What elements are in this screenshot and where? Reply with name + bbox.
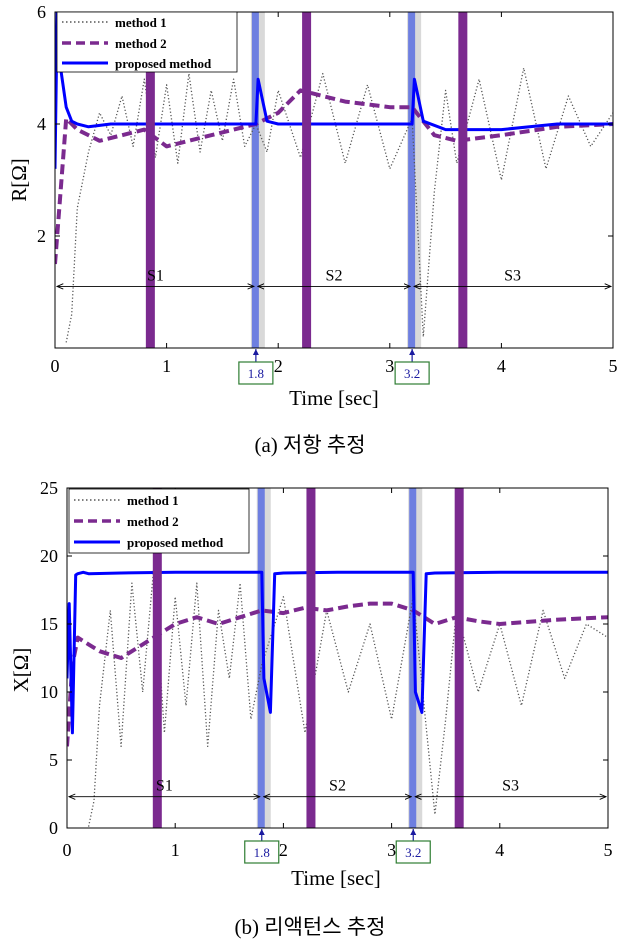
method-2-spike <box>152 488 162 828</box>
legend-method-1: method 1 <box>127 493 179 508</box>
method-2-spike <box>306 488 316 828</box>
x-tick-label: 0 <box>51 356 60 376</box>
x-tick-label: 4 <box>495 840 504 860</box>
legend-method-1: method 1 <box>115 15 167 30</box>
x-tick-label: 1 <box>171 840 180 860</box>
segment-label-s3: S3 <box>502 778 519 795</box>
y-tick-label: 25 <box>40 478 58 498</box>
marker-arrowhead <box>258 829 265 835</box>
series-line-proposed-method <box>67 570 608 735</box>
series-line-proposed-method <box>55 12 613 169</box>
x-tick-label: 2 <box>274 356 283 376</box>
marker-arrowhead <box>410 829 417 835</box>
x-tick-label: 5 <box>609 356 618 376</box>
marker-arrowhead <box>252 349 259 355</box>
x-tick-label: 4 <box>497 356 506 376</box>
legend: method 1 method 2 proposed method <box>68 488 250 554</box>
x-tick-label: 2 <box>279 840 288 860</box>
x-axis-label: Time [sec] <box>289 386 379 410</box>
y-tick-label: 6 <box>37 2 46 22</box>
series-line-method-1 <box>87 568 608 827</box>
x-axis-label: Time [sec] <box>291 866 381 890</box>
method-2-spike <box>458 12 468 348</box>
proposed-transient-band <box>408 12 416 348</box>
proposed-transient-band <box>257 488 265 828</box>
y-tick-label: 4 <box>37 114 46 134</box>
x-tick-label: 1 <box>162 356 171 376</box>
y-tick-label: 15 <box>40 614 58 634</box>
proposed-transient-band <box>409 488 417 828</box>
segment-label-s2: S2 <box>329 778 346 795</box>
legend-method-2: method 2 <box>127 514 179 529</box>
plot-frame <box>66 487 609 829</box>
legend: method 1 method 2 proposed method <box>56 11 238 73</box>
method-2-spike <box>145 12 155 348</box>
segment-label-s1: S1 <box>147 267 164 284</box>
series-line-method-2 <box>55 88 613 265</box>
y-axis-label: X[Ω] <box>9 648 33 693</box>
segment-label-s2: S2 <box>326 267 343 284</box>
method-2-spike <box>454 488 464 828</box>
segment-label-s1: S1 <box>156 778 173 795</box>
y-tick-label: 20 <box>40 546 58 566</box>
plot-frame <box>54 11 614 349</box>
y-tick-label: 10 <box>40 682 58 702</box>
marker-box <box>244 840 280 864</box>
x-tick-label: 3 <box>387 840 396 860</box>
proposed-transient-band <box>251 12 259 348</box>
y-tick-label: 5 <box>49 750 58 770</box>
y-tick-label: 2 <box>37 226 46 246</box>
legend-proposed-method: proposed method <box>127 535 224 550</box>
marker-box <box>395 840 431 864</box>
y-tick-label: 0 <box>49 818 58 838</box>
caption-a: (a) 저항 추정 <box>254 433 365 457</box>
y-axis-label: R[Ω] <box>7 158 31 202</box>
reactance-chart: 0 1 2 3 4 5 0 5 10 15 20 25 S1 S2 S3 1.8 3.2 X[Ω] Time… <box>9 478 613 939</box>
x-tick-label: 3 <box>385 356 394 376</box>
legend-proposed-method: proposed method <box>115 56 212 71</box>
x-tick-label: 0 <box>63 840 72 860</box>
marker-arrowhead <box>409 349 416 355</box>
marker-label: 1.8 <box>254 845 270 860</box>
segment-label-s3: S3 <box>504 267 521 284</box>
marker-label: 1.8 <box>248 366 264 381</box>
caption-b: (b) 리액턴스 추정 <box>235 915 386 939</box>
marker-label: 3.2 <box>405 845 421 860</box>
x-tick-label: 5 <box>604 840 613 860</box>
marker-label: 3.2 <box>404 366 420 381</box>
method-2-spike <box>302 12 312 348</box>
marker-box <box>394 361 430 385</box>
legend-method-2: method 2 <box>115 36 167 51</box>
marker-box <box>238 361 274 385</box>
series-line-method-1 <box>65 67 613 343</box>
